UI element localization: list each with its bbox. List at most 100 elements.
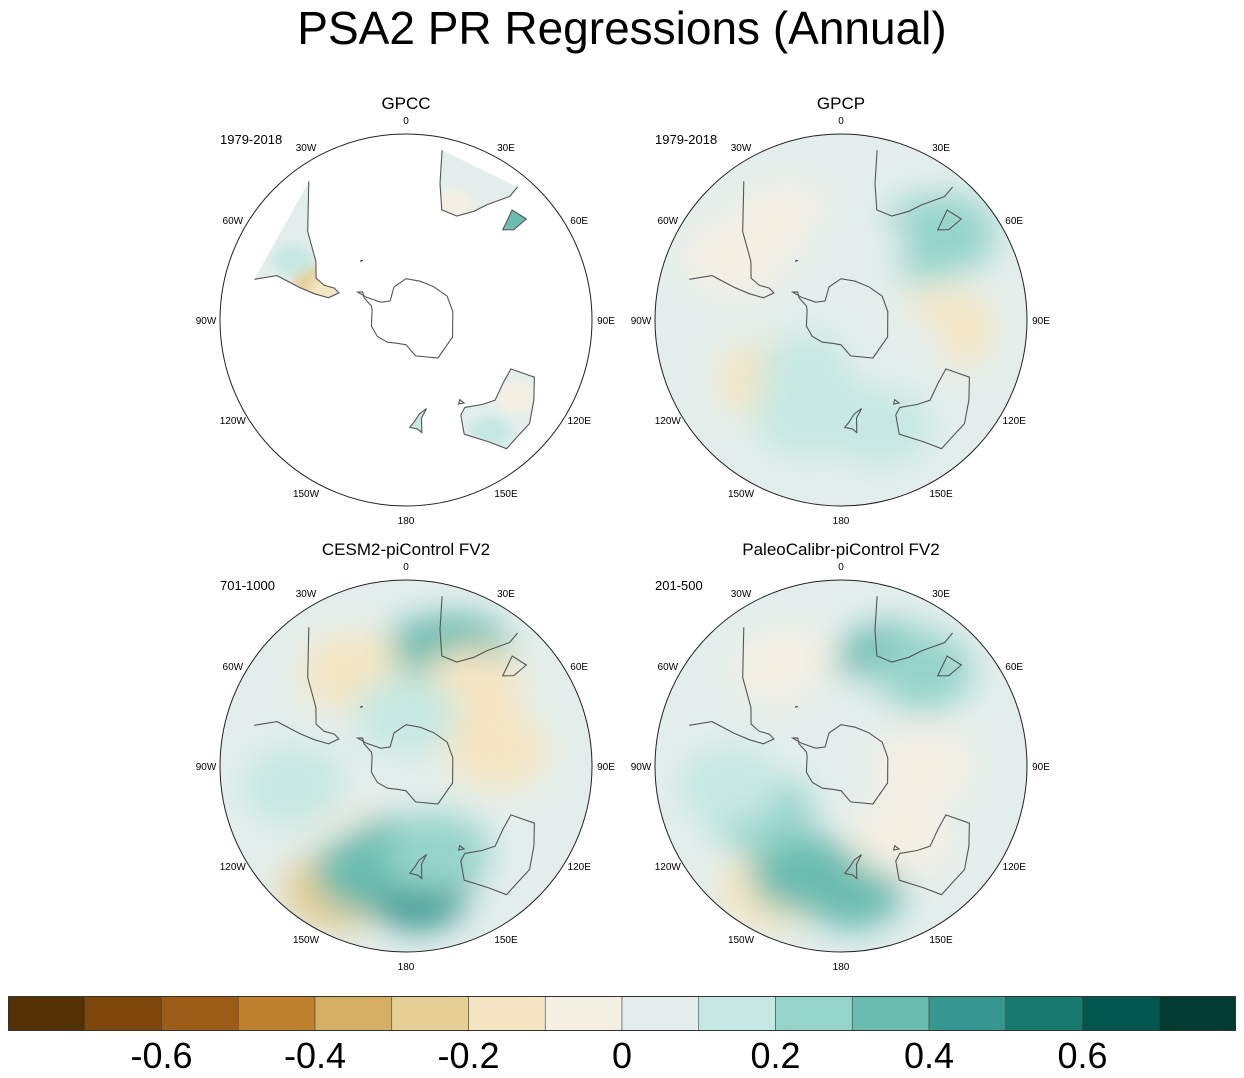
colorbar-swatch: [8, 996, 86, 1031]
colorbar-tick-label: -0.6: [130, 1035, 193, 1076]
coastline-tasmania: [892, 844, 901, 851]
map-background: [220, 134, 592, 506]
coastline-australia: [460, 814, 535, 896]
coastline-newzealand: [843, 408, 862, 434]
anomaly-region: [871, 726, 976, 806]
longitude-label: 60W: [658, 216, 679, 227]
coastline-newzealand: [408, 408, 427, 434]
longitude-label: 150E: [929, 935, 953, 946]
longitude-label: 60E: [1005, 216, 1023, 227]
longitude-label: 0: [403, 562, 409, 573]
coastline-antarctica: [355, 278, 454, 359]
anomaly-region: [789, 674, 893, 755]
coastline-southamerica: [254, 181, 340, 299]
longitude-label: 90W: [196, 762, 217, 773]
colorbar-frame: [8, 996, 1236, 1031]
map-border: [654, 579, 1028, 953]
longitude-label: 180: [398, 516, 415, 524]
colorbar-tick-label: -0.4: [283, 1035, 347, 1076]
colorbar-tick-label: 0: [611, 1035, 633, 1076]
anomaly-region: [891, 193, 996, 274]
longitude-label: 120E: [1003, 416, 1027, 427]
longitude-label: 30E: [932, 143, 950, 154]
panel-paleocalibr: PaleoCalibr-piControl FV2 201-500 0 30E 60…: [631, 540, 1051, 970]
longitude-label: 150W: [728, 935, 755, 946]
map-border: [219, 133, 593, 507]
anomaly-region: [868, 631, 973, 711]
longitude-label: 120W: [655, 416, 682, 427]
coastline-madagascar: [501, 655, 528, 677]
longitude-label: 180: [833, 516, 850, 524]
longitude-label: 30W: [731, 589, 752, 600]
anomaly-region: [677, 745, 782, 826]
colorbar-swatch: [1005, 996, 1083, 1031]
polar-map: 0 30E 60E 90E 120E 150E 180 150W 120W 90W 60W 30W: [631, 116, 1050, 524]
longitude-label: 120W: [220, 416, 247, 427]
longitude-label: 60W: [223, 216, 244, 227]
coastline-australia: [895, 368, 970, 450]
longitude-label: 90E: [1032, 762, 1050, 773]
longitude-label: 150E: [494, 935, 518, 946]
longitude-label: 60W: [223, 662, 244, 673]
colorbar-swatch: [698, 996, 776, 1031]
colorbar-labels: -0.6 -0.4 -0.2 0 0.2 0.4 0.6: [0, 1036, 1244, 1076]
coastline-antarctica: [355, 724, 454, 805]
colorbar-swatch: [468, 996, 546, 1031]
longitude-label: 90W: [196, 316, 217, 327]
longitude-label: 180: [833, 962, 850, 970]
colorbar-swatch: [775, 996, 853, 1031]
colorbar-swatch: [1158, 996, 1236, 1031]
coastline-georgia: [794, 260, 799, 262]
coastline-southamerica: [254, 627, 340, 745]
colorbar-tick-label: 0.2: [750, 1035, 801, 1076]
longitude-label: 90E: [597, 316, 615, 327]
longitude-label: 180: [398, 962, 415, 970]
longitude-label: 150W: [728, 489, 755, 500]
coastline-tasmania: [457, 844, 466, 851]
longitude-label: 120W: [655, 862, 682, 873]
colorbar-swatch: [84, 996, 162, 1031]
period-label: 701-1000: [220, 578, 275, 593]
longitude-label: 90W: [631, 316, 652, 327]
longitude-label: 60W: [658, 662, 679, 673]
longitude-label: 150E: [494, 489, 518, 500]
longitude-label: 0: [838, 562, 844, 573]
coastline-africa: [439, 150, 519, 217]
colorbar-swatch: [544, 996, 623, 1031]
anomaly-region: [842, 311, 947, 391]
longitude-label: 150W: [293, 489, 320, 500]
colorbar-tick-label: 0.6: [1057, 1035, 1108, 1076]
coastline-australia: [895, 814, 970, 896]
coastline-australia: [460, 368, 535, 450]
colorbar-swatch: [621, 996, 700, 1031]
anomaly-region: [445, 709, 550, 790]
longitude-label: 30W: [731, 143, 752, 154]
colorbar-swatch: [391, 996, 469, 1031]
chart-title: PSA2 PR Regressions (Annual): [297, 2, 947, 54]
longitude-label: 90E: [597, 762, 615, 773]
colorbar-swatch: [314, 996, 393, 1031]
colorbar-swatch: [928, 996, 1007, 1031]
longitude-label: 30W: [296, 589, 317, 600]
longitude-label: 90W: [631, 762, 652, 773]
panel-title: GPCP: [816, 94, 866, 113]
map-border: [219, 579, 593, 953]
colorbar-swatch: [237, 996, 316, 1031]
coastline-madagascar: [936, 655, 963, 677]
anomaly-region: [495, 381, 535, 414]
colorbar-swatch: [851, 996, 930, 1031]
land-area: [254, 181, 339, 298]
anomaly-region: [272, 243, 314, 276]
longitude-label: 30E: [497, 589, 515, 600]
coastline-madagascar: [936, 209, 963, 231]
coastline-africa: [874, 150, 954, 217]
panel-gpcp: GPCP 1979-2018 0 30E 60E 90E 120E 150E 180 150W…: [631, 94, 1051, 524]
period-label: 201-500: [655, 578, 703, 593]
longitude-label: 150E: [929, 489, 953, 500]
coastline-newzealand: [843, 854, 862, 880]
longitude-label: 0: [838, 116, 844, 127]
panel-title: CESM2-piControl FV2: [321, 540, 491, 559]
panel-title: GPCC: [381, 94, 431, 113]
coastline-tasmania: [892, 398, 901, 405]
coastline-madagascar: [501, 209, 528, 231]
